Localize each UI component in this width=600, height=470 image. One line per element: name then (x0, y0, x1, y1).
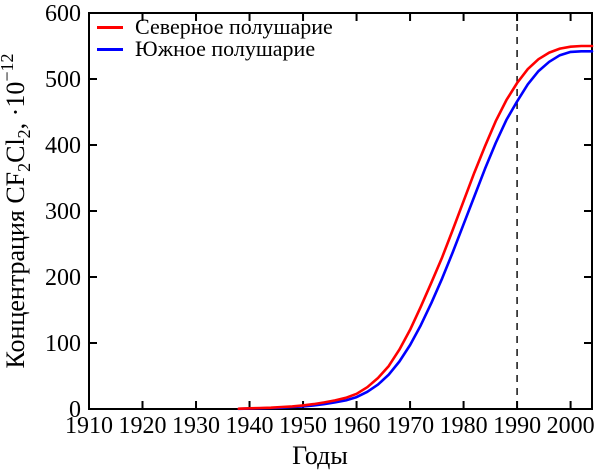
x-tick-label: 1970 (386, 413, 434, 439)
x-tick-label: 1920 (119, 413, 167, 439)
series-line-0 (237, 49, 594, 411)
y-tick-label: 200 (45, 265, 81, 291)
y-tick-label: 300 (45, 199, 81, 225)
y-tick-label: 500 (45, 67, 81, 93)
x-tick-label: 1980 (440, 413, 488, 439)
y-tick-label: 400 (45, 133, 81, 159)
y-tick-label: 100 (45, 331, 81, 357)
legend: Северное полушарие Южное полушарие (97, 16, 333, 60)
legend-swatch-north (97, 25, 123, 29)
series-line-1 (237, 44, 594, 411)
legend-label-south: Южное полушарие (135, 36, 316, 61)
y-tick-label: 600 (45, 1, 81, 27)
y-axis-label: Концентрация CF2Cl2, ·10−12 (0, 53, 34, 368)
x-tick-label: 1990 (493, 413, 541, 439)
x-tick-label: 1960 (333, 413, 381, 439)
x-tick-label: 1950 (279, 413, 327, 439)
x-tick-label: 2000 (547, 413, 595, 439)
x-tick-label: 1910 (65, 413, 113, 439)
x-tick-label: 1940 (226, 413, 274, 439)
legend-item-south: Южное полушарие (97, 38, 333, 60)
y-tick-label: 0 (69, 397, 81, 423)
legend-item-north: Северное полушарие (97, 16, 333, 38)
legend-swatch-south (97, 47, 123, 51)
x-axis-label: Годы (292, 441, 348, 470)
legend-label-north: Северное полушарие (135, 14, 333, 39)
x-tick-label: 1930 (172, 413, 220, 439)
